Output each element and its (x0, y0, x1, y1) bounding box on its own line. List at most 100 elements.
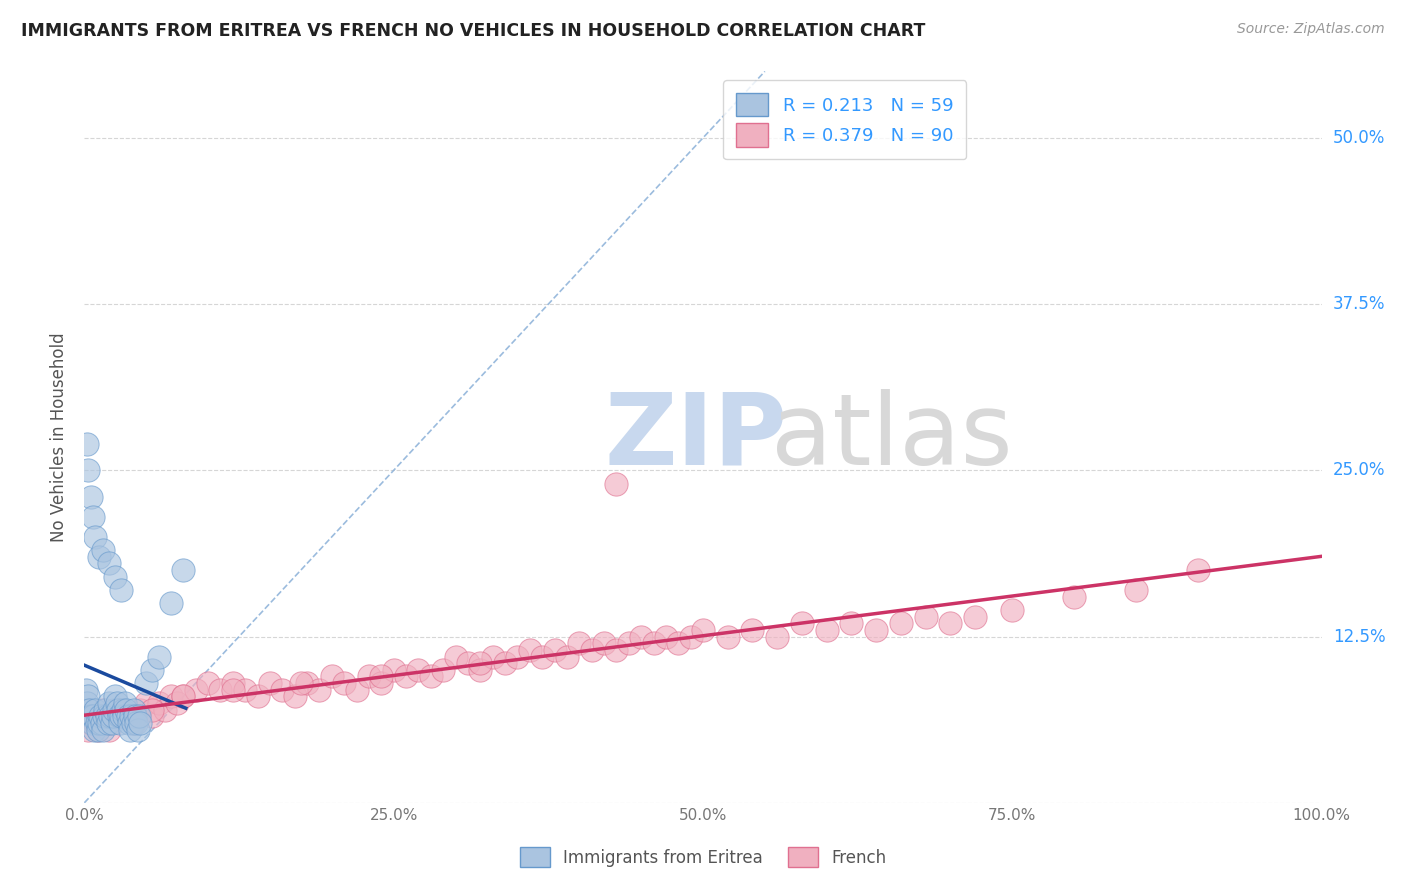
Point (83, 723, 105, 737)
Point (531, 649, 554, 664)
Point (370, 669, 392, 683)
Point (117, 709, 139, 723)
Point (82, 709, 104, 723)
Point (271, 682, 294, 697)
Point (101, 709, 124, 723)
Point (87, 723, 110, 737)
Point (98, 709, 121, 723)
Point (93, 709, 115, 723)
Point (100, 716, 122, 731)
Point (555, 649, 578, 664)
Point (80, 716, 103, 731)
Point (333, 676, 356, 690)
Point (197, 676, 219, 690)
Point (84, 703, 107, 717)
Point (82, 509, 104, 524)
Point (87, 723, 110, 737)
Point (419, 669, 441, 683)
Point (865, 623, 887, 637)
Point (568, 636, 591, 650)
Point (114, 696, 136, 710)
Point (108, 709, 131, 723)
Point (141, 663, 163, 677)
Point (129, 716, 152, 731)
Point (519, 643, 541, 657)
Text: Source: ZipAtlas.com: Source: ZipAtlas.com (1237, 22, 1385, 37)
Point (77, 723, 100, 737)
Point (120, 723, 142, 737)
Point (506, 649, 529, 664)
Point (172, 563, 194, 577)
Point (79, 716, 101, 731)
Point (75, 709, 97, 723)
Point (741, 623, 763, 637)
Point (110, 709, 132, 723)
Point (79, 703, 101, 717)
Point (90, 716, 112, 731)
Point (666, 636, 689, 650)
Point (82, 709, 104, 723)
Point (110, 582, 132, 597)
Point (605, 643, 627, 657)
Point (457, 656, 479, 670)
Point (141, 709, 163, 723)
Point (965, 609, 987, 624)
Point (246, 690, 269, 704)
Point (110, 716, 132, 731)
Point (91, 543, 114, 558)
Point (172, 690, 194, 704)
Point (122, 716, 145, 731)
Point (86, 716, 108, 731)
Point (148, 696, 170, 710)
Point (112, 709, 135, 723)
Point (84, 716, 107, 731)
Point (444, 649, 467, 664)
Point (395, 669, 418, 683)
Point (172, 690, 194, 704)
Point (98, 696, 121, 710)
Point (86, 716, 108, 731)
Point (1125, 582, 1147, 597)
Point (77, 463, 100, 477)
Point (890, 616, 912, 631)
Point (370, 676, 392, 690)
Point (94, 709, 117, 723)
Point (233, 682, 256, 697)
Point (790, 616, 813, 631)
Point (75, 682, 97, 697)
Point (766, 630, 789, 644)
Point (643, 636, 665, 650)
Point (129, 703, 152, 717)
Point (104, 570, 127, 584)
Point (120, 709, 142, 723)
Point (222, 676, 245, 690)
Point (96, 709, 118, 723)
Point (121, 716, 143, 731)
Text: 37.5%: 37.5% (1333, 295, 1385, 313)
Point (125, 716, 148, 731)
Point (89, 716, 111, 731)
Point (97, 716, 120, 731)
Point (105, 696, 128, 710)
Point (128, 709, 150, 723)
Point (148, 649, 170, 664)
Point (321, 669, 343, 683)
Point (543, 643, 565, 657)
Y-axis label: No Vehicles in Household: No Vehicles in Household (51, 332, 69, 542)
Point (815, 623, 838, 637)
Text: 12.5%: 12.5% (1333, 628, 1385, 646)
Point (259, 676, 281, 690)
Point (605, 476, 627, 491)
Point (97, 716, 120, 731)
Text: 50.0%: 50.0% (1333, 128, 1385, 147)
Point (127, 723, 149, 737)
Point (79, 490, 101, 504)
Legend: Immigrants from Eritrea, French: Immigrants from Eritrea, French (512, 839, 894, 875)
Point (103, 703, 125, 717)
Point (593, 636, 616, 650)
Point (1001, 603, 1024, 617)
Text: atlas: atlas (770, 389, 1012, 485)
Point (692, 623, 714, 637)
Point (107, 703, 129, 717)
Point (98, 723, 121, 737)
